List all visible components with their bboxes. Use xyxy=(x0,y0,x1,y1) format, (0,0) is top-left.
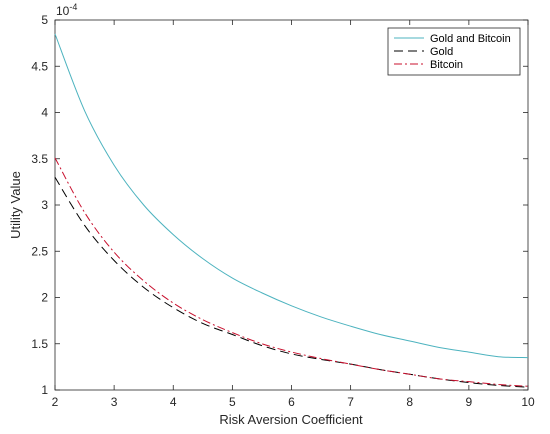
y-tick-label: 4 xyxy=(41,106,48,120)
legend-label-gold: Gold xyxy=(430,46,453,58)
x-tick-label: 3 xyxy=(111,395,118,409)
y-exponent-power: -4 xyxy=(69,2,77,12)
y-tick-label: 2.5 xyxy=(31,244,48,258)
x-tick-label: 4 xyxy=(170,395,177,409)
x-tick-label: 10 xyxy=(521,395,535,409)
y-tick-label: 3.5 xyxy=(31,152,48,166)
legend-label-gold-and-bitcoin: Gold and Bitcoin xyxy=(430,33,511,45)
x-tick-label: 5 xyxy=(229,395,236,409)
legend: Gold and Bitcoin Gold Bitcoin xyxy=(387,27,521,76)
y-tick-label: 1.5 xyxy=(31,337,48,351)
y-tick-label: 3 xyxy=(41,198,48,212)
y-axis-title: Utility Value xyxy=(8,171,23,239)
y-tick-label: 5 xyxy=(41,13,48,27)
series-line-gold-and-bitcoin xyxy=(54,33,529,359)
y-exponent-label: 10-4 xyxy=(56,2,77,18)
series-line-gold xyxy=(54,176,529,388)
y-tick-label: 4.5 xyxy=(31,59,48,73)
y-tick-label: 1 xyxy=(41,383,48,397)
x-axis: 2 3 4 5 6 7 8 9 10 xyxy=(52,20,535,409)
y-exponent-base: 10 xyxy=(56,4,70,18)
legend-label-bitcoin: Bitcoin xyxy=(430,59,463,71)
y-tick-label: 2 xyxy=(41,291,48,305)
x-tick-label: 7 xyxy=(347,395,354,409)
x-tick-label: 9 xyxy=(466,395,473,409)
series-layer xyxy=(54,33,529,388)
x-tick-label: 2 xyxy=(52,395,59,409)
y-axis: 1 1.5 2 2.5 3 3.5 4 4.5 5 xyxy=(31,13,528,397)
plot-area xyxy=(54,19,529,391)
x-axis-title: Risk Aversion Coefficient xyxy=(219,412,363,427)
x-tick-label: 8 xyxy=(406,395,413,409)
x-tick-label: 6 xyxy=(288,395,295,409)
